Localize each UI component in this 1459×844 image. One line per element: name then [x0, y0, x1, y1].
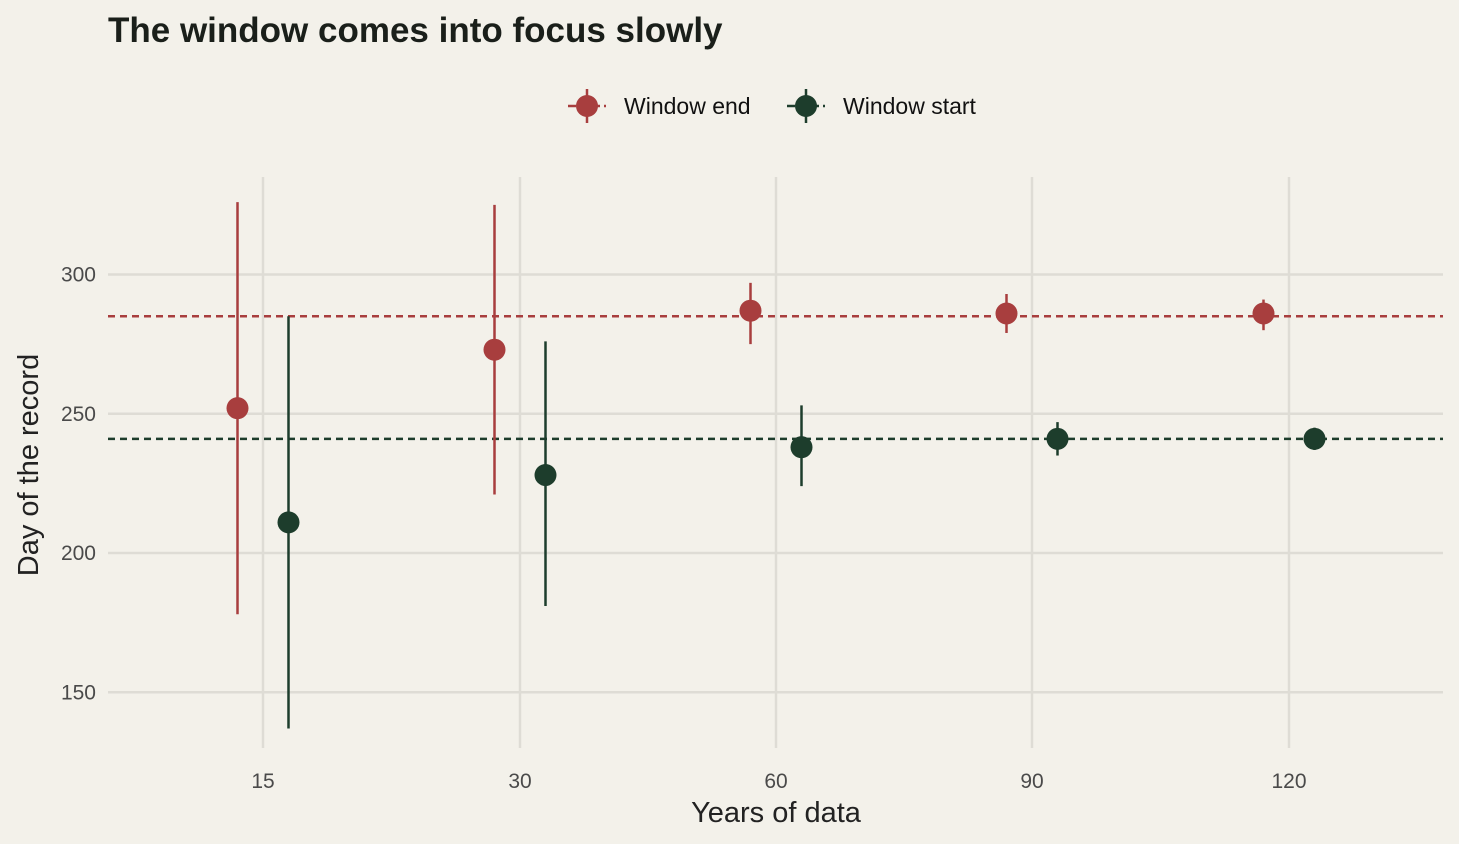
y-tick-label: 300: [61, 263, 96, 286]
y-tick-label: 200: [61, 542, 96, 565]
y-tick-label: 250: [61, 403, 96, 426]
legend-end-dot-swatch: [576, 95, 598, 117]
window-start-point: [1046, 427, 1069, 450]
x-tick-label: 120: [1271, 770, 1306, 793]
window-start-point: [1303, 427, 1326, 450]
x-tick-label: 15: [251, 770, 274, 793]
legend-item-window-start: Window start: [787, 89, 977, 123]
legend-label-window-end: Window end: [624, 93, 751, 119]
legend: Window end Window start: [568, 89, 977, 123]
x-tick-label: 30: [508, 770, 531, 793]
chart-title: The window comes into focus slowly: [108, 11, 723, 50]
legend-item-window-end: Window end: [568, 89, 751, 123]
x-axis-title: Years of data: [691, 797, 862, 829]
x-tick-label: 60: [764, 770, 787, 793]
window-end-point: [1252, 302, 1275, 325]
window-end-point: [995, 302, 1018, 325]
y-axis-title: Day of the record: [13, 354, 45, 576]
x-tick-label: 90: [1020, 770, 1043, 793]
window-end-point: [483, 338, 506, 361]
window-end-point: [226, 397, 249, 420]
window-start-point: [277, 511, 300, 534]
window-end-point: [739, 299, 762, 322]
plot-area: 150 200 250 300 15 30 60 90 120: [61, 177, 1443, 793]
y-tick-label: 150: [61, 681, 96, 704]
window-start-point: [790, 436, 813, 459]
window-start-point: [534, 464, 557, 487]
legend-start-dot-swatch: [795, 95, 817, 117]
legend-label-window-start: Window start: [843, 93, 977, 119]
